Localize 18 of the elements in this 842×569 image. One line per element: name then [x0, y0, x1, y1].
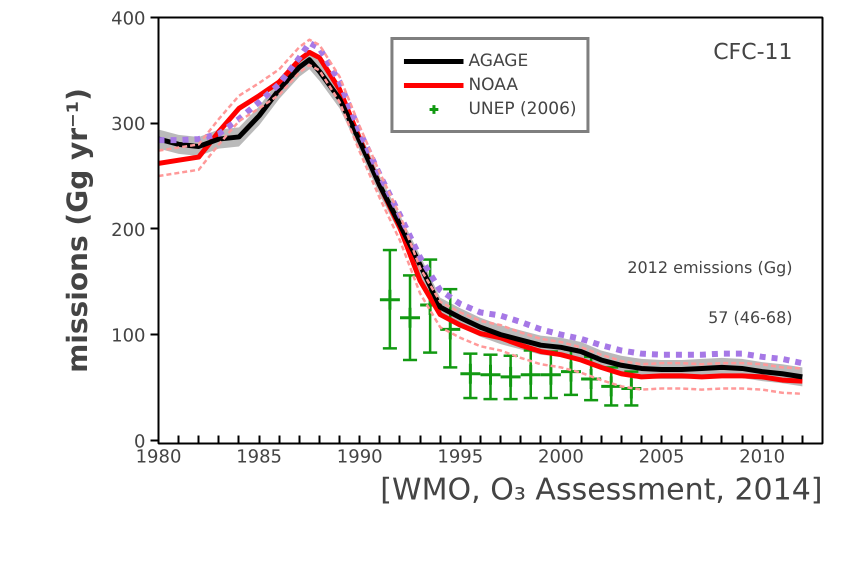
- y-tick-label: 400: [111, 8, 146, 30]
- annotation: 2012 emissions (Gg): [627, 258, 792, 277]
- x-tick-label: 1995: [437, 446, 484, 468]
- x-tick-label: 1985: [236, 446, 282, 468]
- x-tick-label: 2000: [538, 446, 584, 468]
- annotation: 57 (46-68): [708, 308, 792, 327]
- legend-label: UNEP (2006): [468, 99, 577, 119]
- y-axis-title: missions (Gg yr⁻¹): [61, 88, 94, 373]
- x-tick-label: 1990: [336, 446, 383, 468]
- annotation: CFC-11: [713, 40, 793, 65]
- legend-label: NOAA: [468, 75, 518, 95]
- legend-label: AGAGE: [468, 51, 528, 71]
- y-tick-label: 300: [111, 114, 146, 136]
- x-tick-label: 2005: [638, 446, 684, 468]
- text: [WMO, O₃ Assessment, 2014]: [380, 472, 823, 508]
- y-tick-label: 200: [111, 220, 146, 241]
- y-tick-label: 100: [111, 326, 146, 347]
- x-tick-label: 2010: [739, 446, 786, 468]
